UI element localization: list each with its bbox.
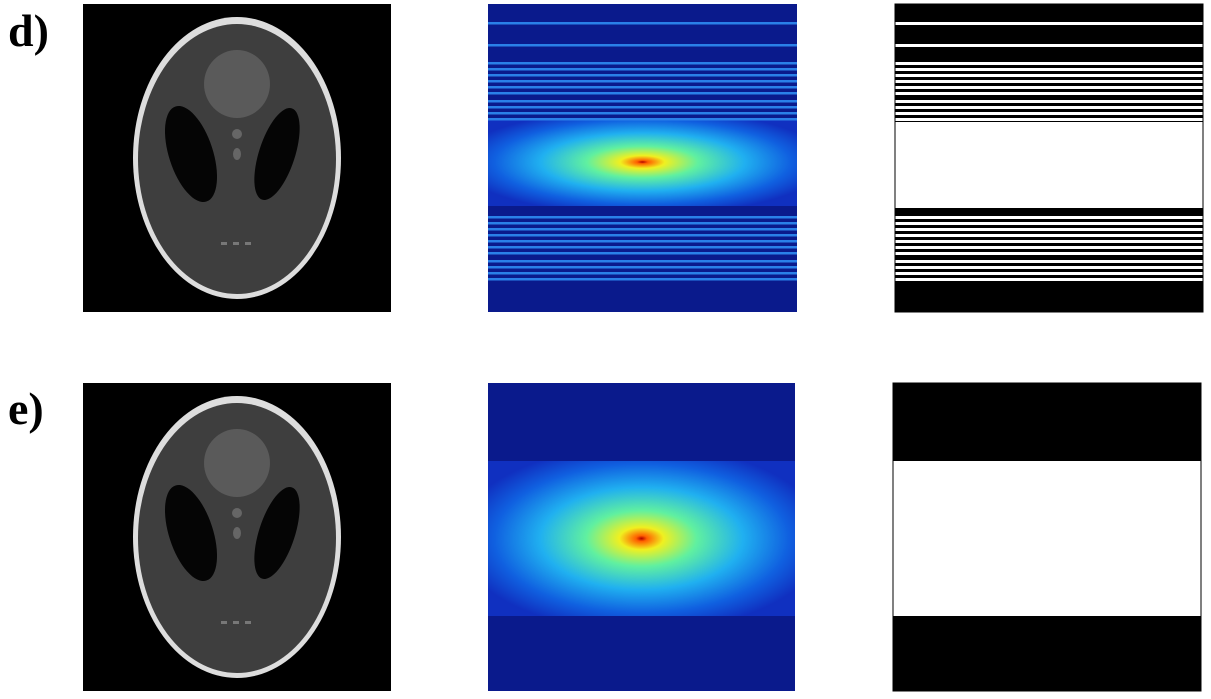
kspace-line (488, 44, 797, 47)
mask-line (895, 240, 1203, 243)
kspace-line (488, 228, 797, 231)
mask-line (895, 112, 1203, 115)
mask-line (895, 92, 1203, 95)
kspace-line (488, 74, 797, 77)
panel-label: e) (8, 383, 44, 434)
mask-line (895, 118, 1203, 121)
mask-line (895, 272, 1203, 275)
mask-line (895, 266, 1203, 269)
kspace-line (488, 106, 797, 109)
mask-line (895, 80, 1203, 83)
kspace-line (488, 278, 797, 281)
kspace-line (488, 272, 797, 275)
kspace-line (488, 86, 797, 89)
kspace-line (488, 246, 797, 249)
kspace-line (488, 68, 797, 71)
kspace-line (488, 80, 797, 83)
kspace-line (488, 216, 797, 219)
reconstruction-image (83, 4, 391, 312)
mask-line (895, 62, 1203, 65)
mask-line (895, 86, 1203, 89)
kspace-line (488, 222, 797, 225)
kspace-line (488, 92, 797, 95)
mask-image (893, 383, 1201, 691)
kspace-line (488, 112, 797, 115)
mask-line (895, 68, 1203, 71)
mask-line (895, 252, 1203, 255)
mask-line (895, 246, 1203, 249)
kspace-line (488, 260, 797, 263)
mask-line (895, 234, 1203, 237)
kspace-image (488, 383, 795, 691)
mask-line (895, 216, 1203, 219)
kspace-line (488, 62, 797, 65)
kspace-line (488, 266, 797, 269)
reconstruction-image (83, 383, 391, 691)
kspace-line (488, 234, 797, 237)
panel-label: d) (8, 5, 49, 56)
figure: d) e) (0, 0, 1211, 694)
mask-line (895, 228, 1203, 231)
mask-line (895, 278, 1203, 281)
kspace-line (488, 22, 797, 25)
mask-line (895, 100, 1203, 103)
mask-line (895, 260, 1203, 263)
mask-image (895, 4, 1203, 312)
kspace-line (488, 240, 797, 243)
kspace-line (488, 100, 797, 103)
kspace-image (488, 4, 797, 312)
mask-line (895, 44, 1203, 47)
page: d) e) (() => { const data = JSON.parse(d… (0, 0, 1211, 694)
mask-line (895, 74, 1203, 77)
mask-center (895, 122, 1203, 208)
kspace-line (488, 252, 797, 255)
mask-line (895, 106, 1203, 109)
mask-line (895, 22, 1203, 25)
mask-line (895, 222, 1203, 225)
kspace-line (488, 118, 797, 121)
